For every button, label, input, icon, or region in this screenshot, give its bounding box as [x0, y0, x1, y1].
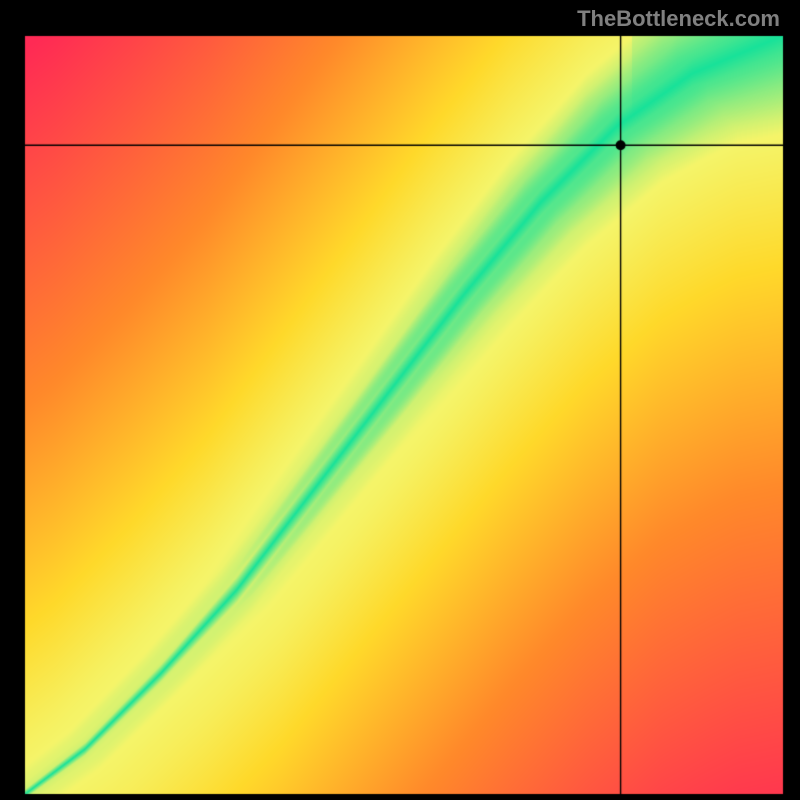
watermark-text: TheBottleneck.com: [577, 6, 780, 32]
bottleneck-heatmap: [0, 0, 800, 800]
chart-container: { "watermark": { "text": "TheBottleneck.…: [0, 0, 800, 800]
